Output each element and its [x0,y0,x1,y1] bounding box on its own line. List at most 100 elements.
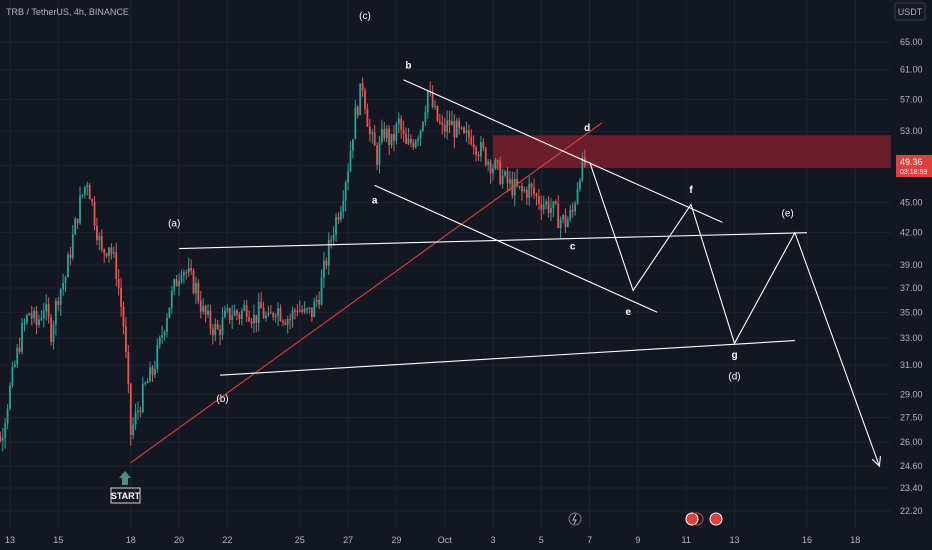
candle-body [236,310,238,315]
candle-body [441,122,444,125]
candle-body [378,142,381,165]
wave-labels: (c) b a d c (a) (b) e f (e) g (d) [168,11,794,405]
start-arrow-icon [119,471,131,485]
candle-body [330,239,333,241]
candle-body [173,279,176,291]
candle-body [574,203,577,212]
candle-body [274,315,277,318]
candle-body [523,189,526,192]
candle-body [178,280,180,287]
flag-icon[interactable] [709,512,723,526]
candle-body [112,252,115,254]
candle-body [533,187,535,195]
candle-body [202,305,205,312]
candle-body [187,267,190,273]
triangle-upper-line [179,232,807,250]
candle-body [76,218,79,224]
price-tick-label: 45.00 [900,198,923,208]
candle-body [132,424,135,436]
candle-body [248,317,250,322]
candle-body [516,178,519,186]
candle-body [238,314,241,319]
currency-button[interactable] [894,2,926,21]
candle-body [492,168,494,174]
time-tick-label: 18 [126,535,136,545]
candle-body [521,185,523,192]
candle-body [310,307,313,317]
candle-body [257,301,260,323]
candle-body [518,185,521,187]
time-axis[interactable]: 13 15 18 20 22 25 27 29 Oct 3 5 7 9 11 13 16 18 [5,535,860,545]
candle-body [451,121,453,126]
candle-body [291,310,294,320]
candle-body [381,129,383,143]
candle-body [579,180,581,189]
candle-body [489,161,492,174]
candle-body [192,270,195,294]
price-axis[interactable]: USDT 65.0061.0057.0053.0049.0045.0042.00… [891,0,932,530]
candle-body [431,91,434,108]
candle-body [364,90,366,110]
candle-body [480,142,482,157]
lightning-icon[interactable] [568,512,582,526]
candle-body [195,283,197,294]
candle-body [569,209,572,220]
price-tick-label: 26.00 [900,437,923,447]
candle-body [542,204,545,210]
candle-body [26,315,28,323]
candle-body [209,310,212,329]
candle-body [207,310,209,315]
time-tick-label: 11 [682,535,691,545]
candle-body [199,300,202,312]
candle-body [168,307,171,318]
price-tick-label: 35.00 [900,307,923,317]
candle-body [513,178,516,196]
price-tick-label: 33.00 [900,333,923,343]
candle-body [496,160,499,162]
channel-lower-line [374,184,658,313]
candle-body [284,322,287,325]
candle-body [226,308,229,311]
candle-body [18,347,21,352]
flag-icon[interactable] [685,512,699,526]
event-markers[interactable] [568,512,723,526]
candle-body [327,239,330,266]
candle-body [204,305,207,315]
candle-body [347,171,349,183]
price-tick-label: 61.00 [900,65,923,75]
candle-body [482,142,485,148]
currency-label: USDT [898,7,923,17]
candle-body [470,137,473,145]
candle-body [294,310,296,312]
candle-body [9,385,11,409]
candle-body [320,277,323,305]
candle-body [139,410,142,412]
candle-body [81,194,84,196]
candle-body [308,307,311,309]
candle-body [484,147,487,165]
wave-label: g [731,350,737,361]
projection-path [589,161,880,467]
candle-body [115,252,118,280]
candle-body [530,183,533,188]
candle-body [253,314,255,324]
candle-body [315,300,318,302]
candle-body [151,367,154,375]
price-tick-label: 29.00 [900,389,923,399]
candle-body [460,127,463,129]
candle-body [214,323,217,336]
candle-body [383,129,386,139]
candle-body [298,309,301,312]
time-tick-label: 22 [222,535,232,545]
wave-label: c [570,242,576,253]
candle-body [323,260,325,278]
candle-body [129,383,132,436]
candle-body [393,133,395,141]
candle-body [376,145,378,165]
candle-body [463,127,465,133]
candle-body [540,203,543,210]
start-box [110,487,141,504]
candle-body [47,304,50,318]
candle-body [57,300,60,305]
